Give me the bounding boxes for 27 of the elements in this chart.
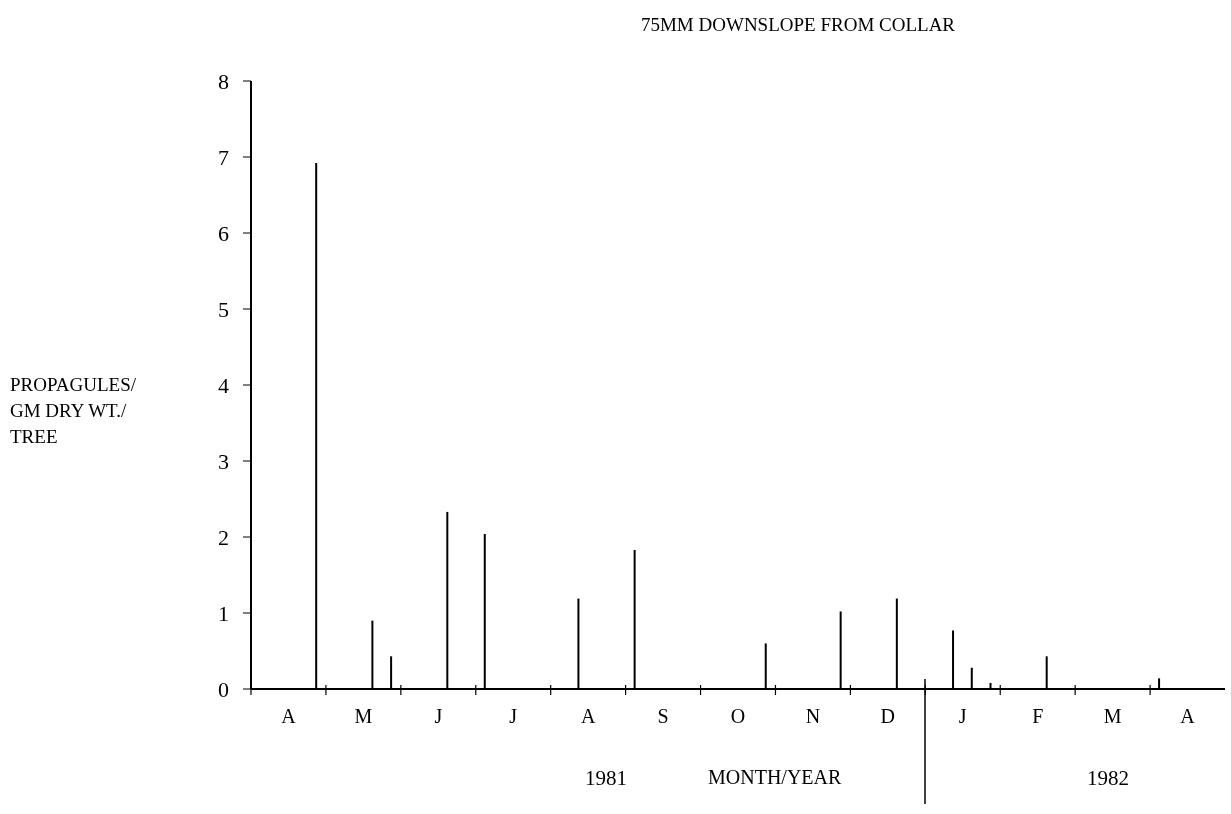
y-tick-label: 1 (218, 600, 229, 626)
x-tick-label: M (1103, 705, 1122, 727)
y-tick-label: 7 (218, 144, 229, 170)
text: 1981 (584, 766, 628, 791)
x-tick-label: J (509, 705, 518, 727)
text: 1982 (1086, 766, 1130, 791)
x-tick-label: S (657, 705, 669, 727)
y-axis-title: PROPAGULES/ GM DRY WT./ TREE (10, 373, 137, 449)
x-tick-label: A (580, 705, 596, 727)
y-tick-label: 5 (218, 296, 229, 322)
y-tick-label: 2 (218, 524, 229, 550)
y-tick-label: 8 (218, 68, 229, 94)
y-tick-label: 0 (218, 676, 229, 702)
x-tick-label: J (958, 705, 967, 727)
y-tick-label: 4 (218, 372, 229, 398)
x-tick-label: A (281, 705, 297, 727)
x-tick-label: M (354, 705, 373, 727)
x-tick-label: J (434, 705, 443, 727)
y-tick-label: 3 (218, 448, 229, 474)
y-tick-label: 6 (218, 220, 229, 246)
chart-title: 75MM DOWNSLOPE FROM COLLAR (639, 14, 957, 36)
x-tick-label: A (1180, 705, 1196, 727)
x-tick-label: O (730, 705, 746, 727)
x-axis-title: MONTH/YEAR (708, 766, 842, 789)
x-tick-label: N (805, 705, 821, 727)
x-tick-label: F (1032, 705, 1044, 727)
x-tick-label: D (880, 705, 896, 727)
